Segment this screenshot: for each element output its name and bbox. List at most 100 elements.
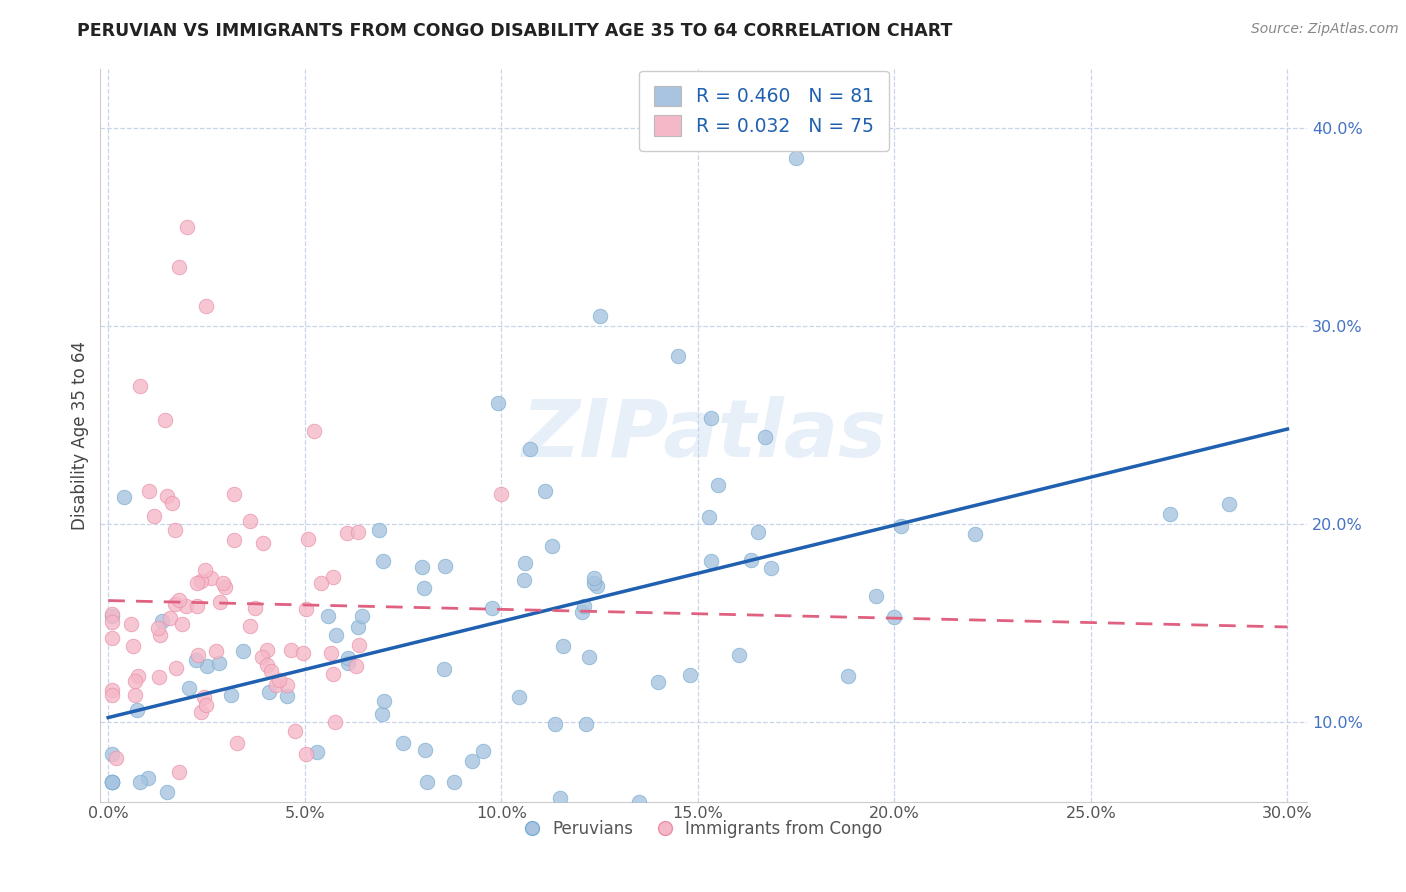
Point xyxy=(309,575,332,590)
Point xyxy=(371,553,394,567)
Point xyxy=(572,599,595,613)
Text: Source: ZipAtlas.com: Source: ZipAtlas.com xyxy=(1251,22,1399,37)
Point xyxy=(582,575,605,590)
Point xyxy=(101,682,124,697)
Point xyxy=(124,674,146,689)
Point xyxy=(761,561,783,575)
Point xyxy=(336,656,359,670)
Point xyxy=(194,563,217,577)
Point xyxy=(323,715,346,730)
Point xyxy=(112,490,135,504)
Point xyxy=(325,628,347,642)
Point xyxy=(193,690,215,704)
Point xyxy=(413,581,436,595)
Point xyxy=(250,649,273,664)
Point xyxy=(785,151,807,165)
Point xyxy=(544,717,567,731)
Point xyxy=(322,569,344,583)
Point xyxy=(297,533,319,547)
Point xyxy=(184,653,207,667)
Point xyxy=(142,508,165,523)
Point xyxy=(167,764,190,779)
Point xyxy=(700,410,723,425)
Point xyxy=(486,395,509,409)
Point xyxy=(352,609,374,624)
Point xyxy=(890,519,912,533)
Point xyxy=(1218,497,1240,511)
Point xyxy=(205,644,228,658)
Point xyxy=(190,705,212,719)
Point xyxy=(588,309,610,323)
Point xyxy=(256,643,278,657)
Point xyxy=(101,607,124,621)
Point xyxy=(276,678,298,692)
Point xyxy=(101,615,124,630)
Point xyxy=(392,736,415,750)
Point xyxy=(200,571,222,585)
Point xyxy=(697,510,720,524)
Point xyxy=(291,646,314,660)
Point xyxy=(159,611,181,625)
Point xyxy=(167,592,190,607)
Point xyxy=(101,774,124,789)
Point xyxy=(127,669,149,683)
Point xyxy=(156,785,179,799)
Point xyxy=(307,745,329,759)
Point xyxy=(225,736,247,750)
Point xyxy=(519,442,541,457)
Point xyxy=(120,617,142,632)
Point xyxy=(284,723,307,738)
Point xyxy=(336,526,359,541)
Point xyxy=(586,579,609,593)
Point xyxy=(231,644,253,658)
Point xyxy=(160,496,183,510)
Point xyxy=(416,774,439,789)
Point xyxy=(252,535,274,549)
Point xyxy=(540,539,562,553)
Point xyxy=(280,643,302,657)
Y-axis label: Disability Age 35 to 64: Disability Age 35 to 64 xyxy=(72,341,89,530)
Point xyxy=(179,681,201,696)
Point xyxy=(575,717,598,731)
Point xyxy=(373,694,395,708)
Point xyxy=(222,533,245,548)
Point xyxy=(101,774,124,789)
Point xyxy=(491,487,513,501)
Point xyxy=(256,658,278,673)
Point xyxy=(508,690,530,705)
Point xyxy=(176,220,198,235)
Point xyxy=(101,774,124,789)
Point xyxy=(153,413,176,427)
Point xyxy=(128,378,150,392)
Point xyxy=(212,576,235,591)
Point xyxy=(471,744,494,758)
Point xyxy=(101,608,124,623)
Point xyxy=(548,790,571,805)
Point xyxy=(269,673,291,687)
Point xyxy=(666,349,689,363)
Point xyxy=(837,669,859,683)
Point xyxy=(700,554,723,568)
Point xyxy=(243,601,266,615)
Point xyxy=(433,662,456,676)
Point xyxy=(195,299,218,313)
Point xyxy=(865,589,887,603)
Text: PERUVIAN VS IMMIGRANTS FROM CONGO DISABILITY AGE 35 TO 64 CORRELATION CHART: PERUVIAN VS IMMIGRANTS FROM CONGO DISABI… xyxy=(77,22,953,40)
Point xyxy=(129,774,152,789)
Point xyxy=(148,669,170,683)
Point xyxy=(481,600,503,615)
Point xyxy=(127,702,149,716)
Point xyxy=(411,560,433,574)
Point xyxy=(163,523,186,537)
Point xyxy=(122,640,145,654)
Point xyxy=(295,747,318,762)
Point xyxy=(443,774,465,789)
Point xyxy=(1159,508,1181,522)
Point xyxy=(740,553,762,567)
Point xyxy=(148,621,170,635)
Point xyxy=(571,605,593,619)
Point xyxy=(101,774,124,789)
Point xyxy=(266,677,288,691)
Point xyxy=(239,514,262,528)
Point xyxy=(461,754,484,768)
